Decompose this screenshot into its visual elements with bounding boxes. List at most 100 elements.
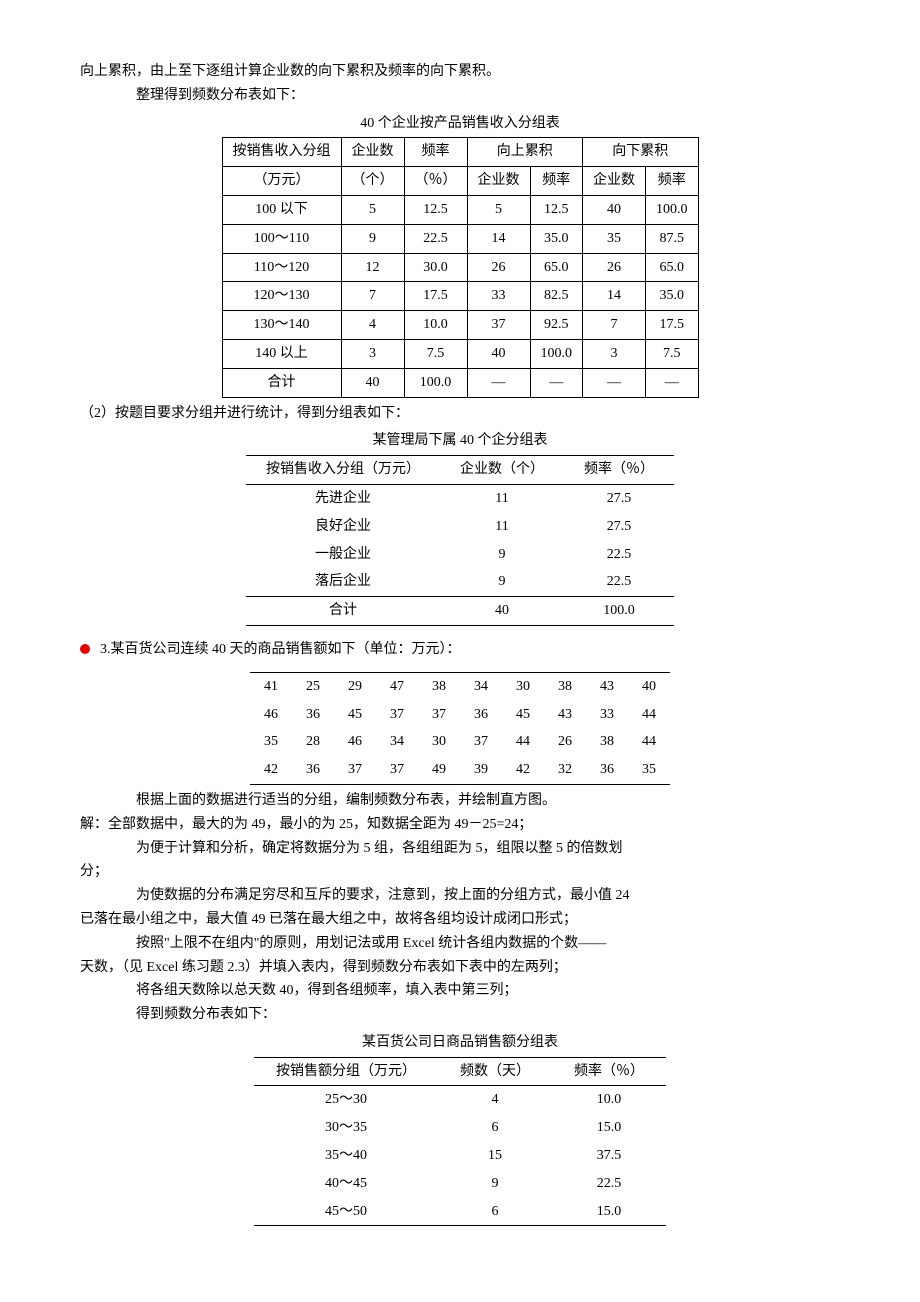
t1-h-group: 按销售收入分组: [222, 138, 341, 167]
table-cell: 10.0: [552, 1086, 666, 1114]
t2-total-n: 40: [440, 597, 564, 626]
table-cell: 82.5: [530, 282, 583, 311]
data-cell: 43: [544, 701, 586, 729]
q3-sol3b: 已落在最小组之中，最大值 49 已落在最大组之中，故将各组均设计成闭口形式；: [80, 908, 840, 932]
data-cell: 49: [418, 756, 460, 784]
data-cell: 28: [292, 728, 334, 756]
data-cell: 47: [376, 672, 418, 700]
table-cell: 35～40: [254, 1142, 438, 1170]
t1-u3: （％）: [404, 167, 467, 196]
table3-data: 4125294738343038434046364537373645433344…: [250, 672, 670, 785]
table-cell: 37.5: [552, 1142, 666, 1170]
table-cell: 22.5: [564, 541, 674, 569]
t4-h2: 频数（天）: [438, 1057, 552, 1086]
table-cell: 100.0: [530, 339, 583, 368]
q3-sol5: 将各组天数除以总天数 40，得到各组频率，填入表中第三列；: [80, 979, 840, 1003]
table-cell: 45～50: [254, 1198, 438, 1226]
data-cell: 42: [502, 756, 544, 784]
table-cell: 7: [341, 282, 404, 311]
t1-s2: 频率: [530, 167, 583, 196]
data-cell: 43: [586, 672, 628, 700]
table-cell: 15.0: [552, 1114, 666, 1142]
table-cell: 92.5: [530, 311, 583, 340]
table-cell: 3: [583, 339, 646, 368]
table-cell: 40: [467, 339, 530, 368]
data-cell: 30: [502, 672, 544, 700]
data-cell: 36: [460, 701, 502, 729]
data-cell: 38: [586, 728, 628, 756]
mid1: （2）按题目要求分组并进行统计，得到分组表如下：: [80, 402, 840, 426]
table-cell: 9: [440, 541, 564, 569]
t2-total-f: 100.0: [564, 597, 674, 626]
intro-line2: 整理得到频数分布表如下：: [80, 84, 840, 108]
table-cell: 14: [467, 224, 530, 253]
t1-total-uf: —: [530, 368, 583, 397]
table1-caption: 40 个企业按产品销售收入分组表: [80, 112, 840, 136]
table-cell: 9: [341, 224, 404, 253]
table-cell: 25～30: [254, 1086, 438, 1114]
data-cell: 36: [586, 756, 628, 784]
data-cell: 30: [418, 728, 460, 756]
data-cell: 35: [628, 756, 670, 784]
data-cell: 33: [586, 701, 628, 729]
t1-h-freq: 频率: [404, 138, 467, 167]
table-cell: 17.5: [646, 311, 699, 340]
data-cell: 34: [460, 672, 502, 700]
table-cell: 37: [467, 311, 530, 340]
table-cell: 14: [583, 282, 646, 311]
table2: 按销售收入分组（万元） 企业数（个） 频率（％） 先进企业1127.5良好企业1…: [246, 455, 674, 626]
t1-total-g: 合计: [222, 368, 341, 397]
q3-sol2b: 分；: [80, 860, 840, 884]
table-cell: 12.5: [404, 195, 467, 224]
q3-after: 根据上面的数据进行适当的分组，编制频数分布表，并绘制直方图。: [80, 789, 840, 813]
table-cell: 6: [438, 1114, 552, 1142]
data-cell: 26: [544, 728, 586, 756]
table-cell: 110～120: [222, 253, 341, 282]
t1-total-n: 40: [341, 368, 404, 397]
t4-h3: 频率（％）: [552, 1057, 666, 1086]
table-cell: 100.0: [646, 195, 699, 224]
table-cell: 35: [583, 224, 646, 253]
table-cell: 11: [440, 513, 564, 541]
t1-s3: 企业数: [583, 167, 646, 196]
data-cell: 46: [250, 701, 292, 729]
intro-line1: 向上累积，由上至下逐组计算企业数的向下累积及频率的向下累积。: [80, 60, 840, 84]
data-cell: 44: [502, 728, 544, 756]
table-cell: 27.5: [564, 484, 674, 512]
q3-sol4b: 天数，（见 Excel 练习题 2.3）并填入表内，得到频数分布表如下表中的左两…: [80, 956, 840, 980]
table-cell: 9: [440, 568, 564, 596]
q3-sol2a: 为便于计算和分析，确定将数据分为 5 组，各组组距为 5，组限以整 5 的倍数划: [80, 837, 840, 861]
t1-s4: 频率: [646, 167, 699, 196]
table-cell: 140 以上: [222, 339, 341, 368]
table-cell: 落后企业: [246, 568, 440, 596]
table-cell: 26: [467, 253, 530, 282]
table-cell: 15: [438, 1142, 552, 1170]
table-cell: 30～35: [254, 1114, 438, 1142]
data-cell: 29: [334, 672, 376, 700]
table1: 按销售收入分组 企业数 频率 向上累积 向下累积 （万元） （个） （％） 企业…: [222, 137, 699, 397]
data-cell: 36: [292, 701, 334, 729]
data-cell: 35: [250, 728, 292, 756]
t2-h2: 企业数（个）: [440, 456, 564, 485]
data-cell: 42: [250, 756, 292, 784]
t1-total-un: —: [467, 368, 530, 397]
t1-h-down: 向下累积: [583, 138, 699, 167]
table-cell: 35.0: [530, 224, 583, 253]
t1-total-f: 100.0: [404, 368, 467, 397]
data-cell: 36: [292, 756, 334, 784]
data-cell: 46: [334, 728, 376, 756]
table-cell: 7.5: [646, 339, 699, 368]
table-cell: 4: [438, 1086, 552, 1114]
table-cell: 5: [467, 195, 530, 224]
t1-h-up: 向上累积: [467, 138, 583, 167]
data-cell: 44: [628, 728, 670, 756]
data-cell: 37: [460, 728, 502, 756]
table-cell: 9: [438, 1170, 552, 1198]
table-cell: 120～130: [222, 282, 341, 311]
table-cell: 5: [341, 195, 404, 224]
table-cell: 65.0: [530, 253, 583, 282]
q3-title: 3.某百货公司连续 40 天的商品销售额如下（单位：万元）：: [100, 638, 461, 662]
bullet-icon: [80, 644, 90, 654]
data-cell: 37: [376, 756, 418, 784]
table-cell: 27.5: [564, 513, 674, 541]
